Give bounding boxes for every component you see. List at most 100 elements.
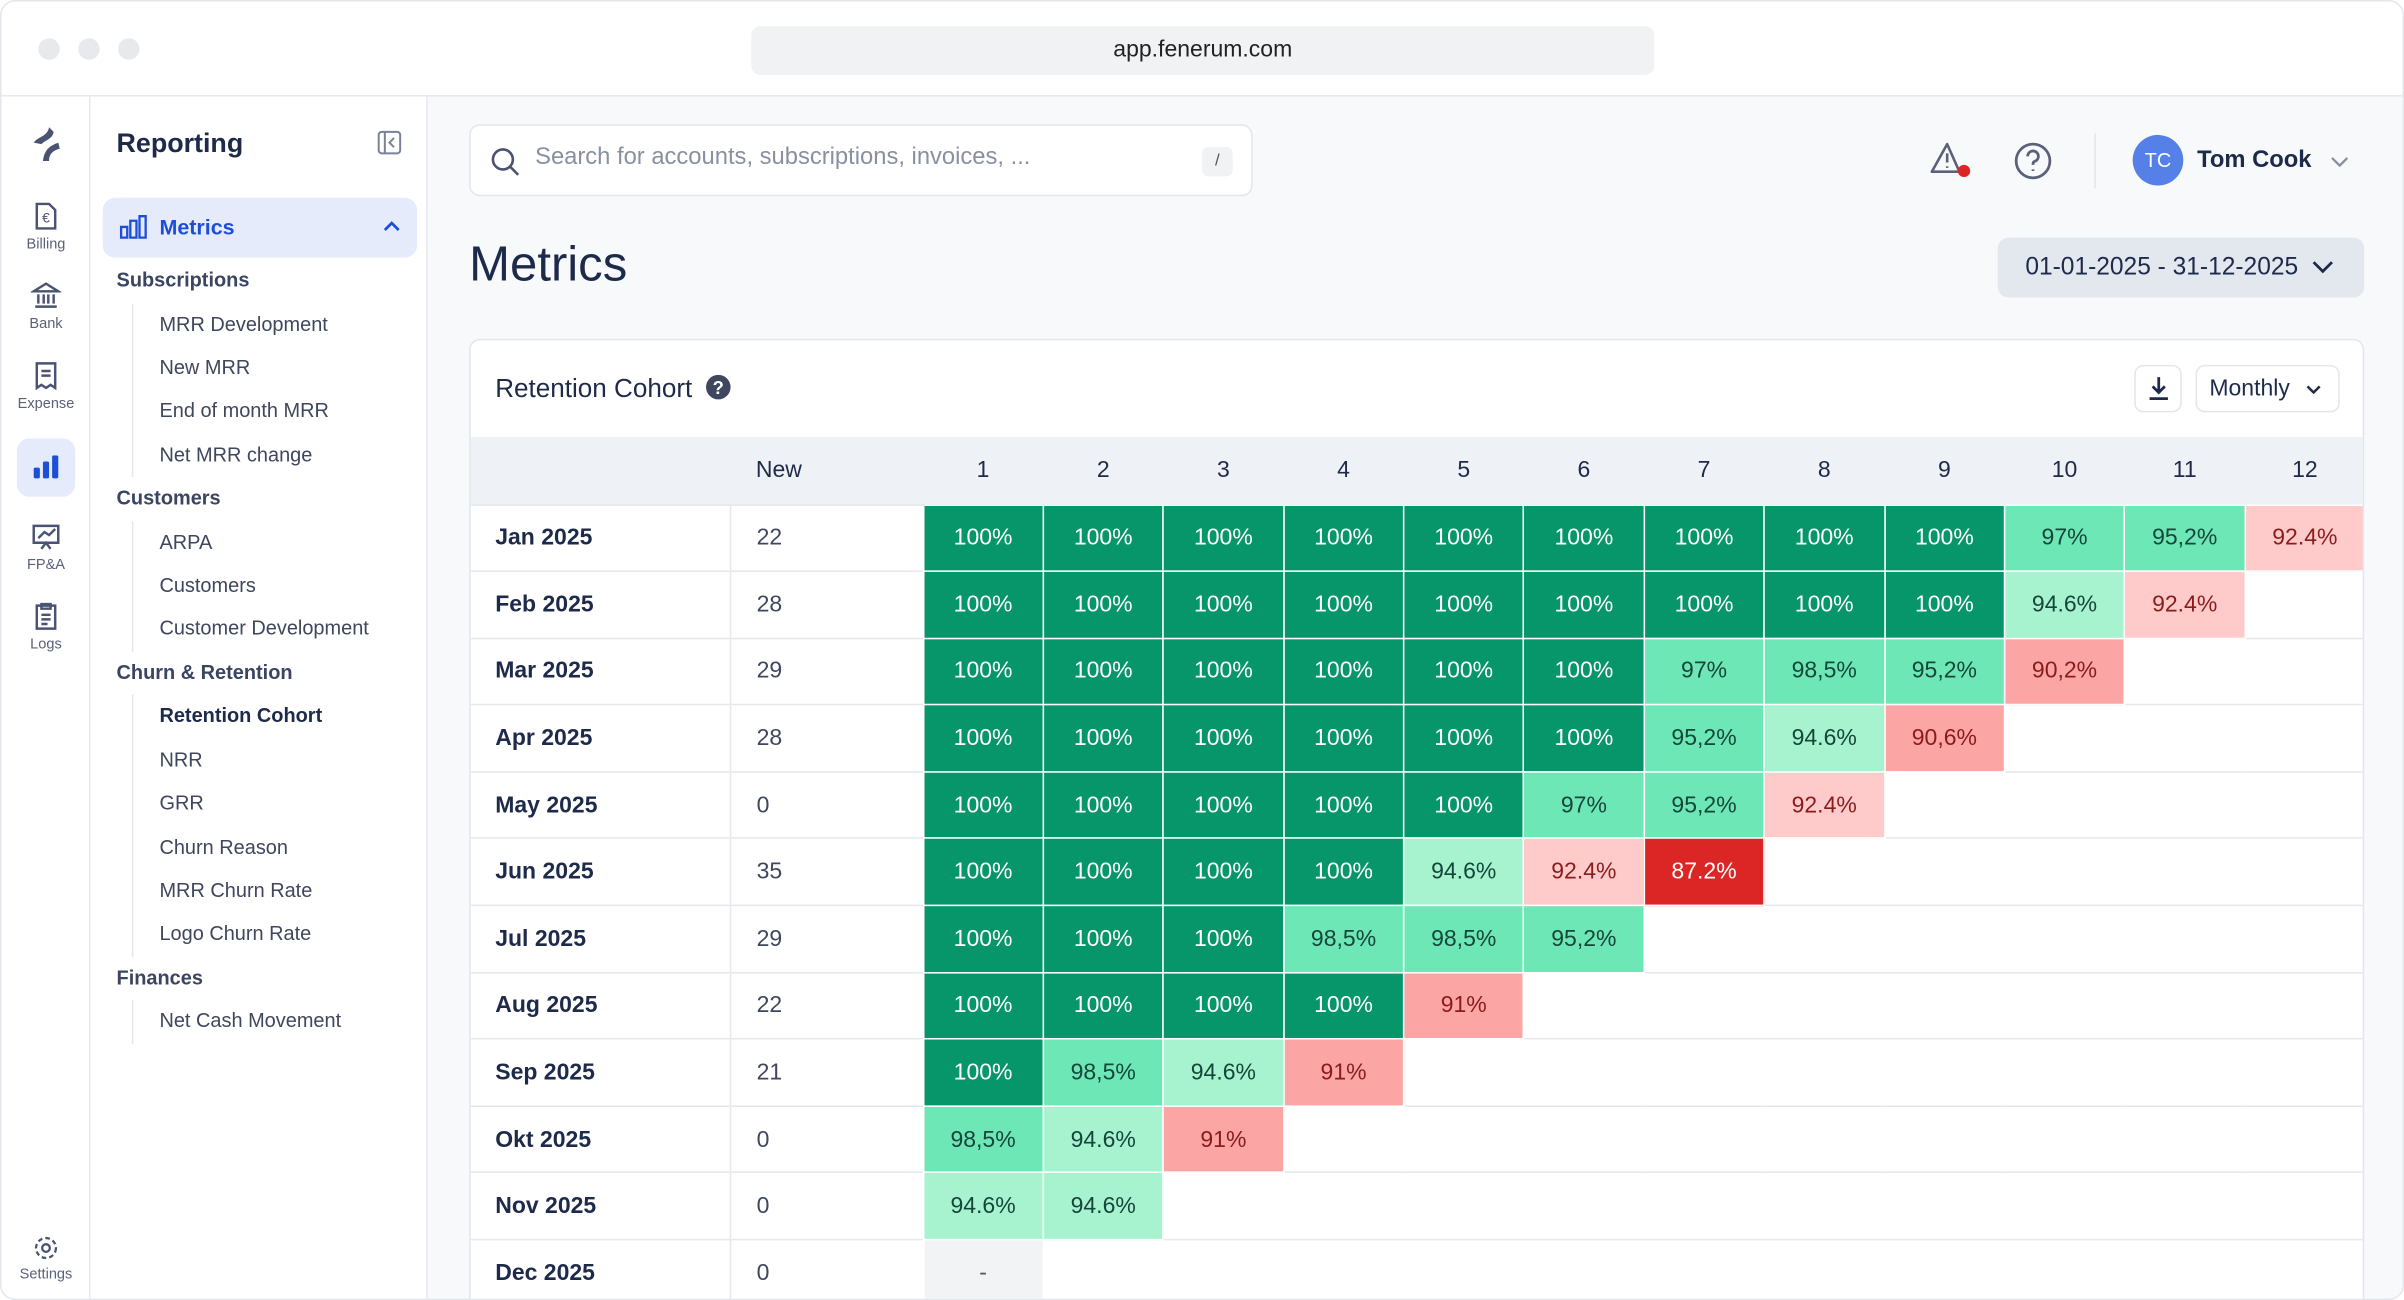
cohort-row: Apr 2025 28 100% 100% 100% 100% 100% 100% 95,2% 9… [470, 704, 2363, 773]
retention-cell: 97% [2003, 503, 2126, 573]
sidebar-item[interactable]: Retention Cohort [159, 704, 323, 728]
retention-cell: 100% [1282, 570, 1405, 639]
maximize-window-dot[interactable] [118, 38, 140, 60]
retention-cell: 95,2% [1523, 904, 1645, 974]
cohort-table: New 1 2 3 4 5 6 7 8 9 10 11 12 Jan 2025 22 100% 100% 100… [470, 436, 2363, 1299]
empty-cell [1764, 1238, 1885, 1299]
empty-cell [1884, 771, 2005, 839]
retention-cell: 100% [1042, 904, 1165, 974]
avatar: TC [2132, 134, 2184, 186]
retention-cell: 94.6% [1162, 1038, 1285, 1107]
sidebar-item[interactable]: ARPA [159, 529, 213, 553]
retention-cell: 100% [922, 837, 1044, 907]
sidebar-item[interactable]: Net Cash Movement [159, 1009, 342, 1033]
rail-bank[interactable]: Bank [2, 281, 91, 333]
retention-cell: 91% [1282, 1038, 1405, 1107]
retention-cell: 100% [1402, 704, 1525, 773]
date-range-picker[interactable]: 01-01-2025 - 31-12-2025 [1997, 237, 2365, 298]
retention-cell: 100% [1402, 771, 1525, 840]
retention-cell: 100% [922, 704, 1044, 773]
empty-cell [1884, 837, 2005, 906]
cohort-month: Apr 2025 [470, 704, 731, 772]
global-search[interactable]: / [469, 124, 1253, 197]
empty-cell [2124, 771, 2245, 839]
retention-cell: 100% [1162, 503, 1285, 573]
rail-reporting[interactable] [16, 438, 76, 497]
rail-billing[interactable]: € Billing [2, 201, 91, 253]
column-header: 4 [1283, 436, 1404, 505]
bar-chart-outline-icon [119, 215, 147, 239]
cohort-new-count: 0 [729, 1238, 923, 1299]
period-select[interactable]: Monthly [2195, 364, 2340, 413]
download-icon [2149, 377, 2168, 401]
retention-cell: 100% [1883, 503, 2006, 573]
sidebar-item[interactable]: End of month MRR [159, 399, 329, 423]
empty-cell [2124, 637, 2245, 705]
cohort-row: Nov 2025 0 94.6% 94.6% [470, 1172, 2363, 1241]
collapse-sidebar-icon[interactable] [377, 130, 402, 155]
retention-cohort-card: Retention Cohort ? Monthly New 1 2 3 4 5 6 7 8 9 1… [469, 338, 2365, 1299]
retention-cell: 97% [1643, 637, 1765, 706]
retention-cell: 95,2% [2123, 503, 2246, 573]
retention-cell: 100% [1402, 503, 1525, 573]
sidebar-item[interactable]: NRR [159, 747, 203, 771]
sidebar-item[interactable]: Customer Development [159, 616, 369, 640]
retention-cell: 90,6% [1883, 704, 2006, 773]
column-header: 11 [2124, 436, 2245, 505]
empty-cell [2004, 704, 2125, 772]
cohort-new-count: 22 [729, 503, 923, 572]
minimize-window-dot[interactable] [78, 38, 100, 60]
alert-triangle-icon[interactable] [1929, 141, 1972, 179]
cohort-new-count: 0 [729, 1172, 923, 1240]
retention-cell: 98,5% [1402, 904, 1525, 974]
retention-cell: 100% [1042, 503, 1165, 573]
cohort-new-count: 28 [729, 570, 923, 639]
retention-cell: 100% [1643, 503, 1765, 573]
retention-cell: 87.2% [1643, 837, 1765, 907]
column-header: 3 [1163, 436, 1284, 505]
empty-cell [2004, 837, 2125, 906]
retention-cell: 98,5% [1763, 637, 1886, 706]
rail-settings[interactable]: Settings [2, 1234, 91, 1283]
sidebar-item[interactable]: MRR Development [159, 312, 328, 336]
sidebar-item[interactable]: Customers [159, 573, 256, 597]
retention-cell: 95,2% [1883, 637, 2006, 706]
page-title: Metrics [469, 236, 628, 292]
sidebar-metrics-section[interactable]: Metrics [102, 197, 418, 258]
logo-icon[interactable] [2, 124, 91, 168]
retention-cell: 100% [1523, 503, 1645, 573]
svg-text:?: ? [713, 377, 724, 398]
sidebar-item[interactable]: Churn Reason [159, 834, 288, 858]
sidebar-item[interactable]: Net MRR change [159, 442, 313, 466]
sidebar-item[interactable]: New MRR [159, 355, 251, 379]
download-button[interactable] [2134, 364, 2182, 413]
retention-cell: 100% [1042, 570, 1165, 639]
cohort-new-count: 29 [729, 904, 923, 973]
cohort-row: Jan 2025 22 100% 100% 100% 100% 100% 100% 100% 10… [470, 503, 2363, 573]
cohort-month: Aug 2025 [470, 971, 731, 1040]
sidebar-item[interactable]: MRR Churn Rate [159, 878, 313, 902]
search-input[interactable] [535, 144, 1180, 172]
close-window-dot[interactable] [38, 38, 60, 60]
help-icon[interactable] [2013, 141, 2053, 181]
column-header: 2 [1043, 436, 1164, 505]
bar-chart-icon [33, 455, 59, 479]
rail-expense[interactable]: Expense [2, 360, 91, 412]
retention-cell: 100% [1162, 771, 1285, 840]
nav-guide-line [131, 694, 134, 957]
sidebar-item[interactable]: GRR [159, 791, 204, 815]
retention-cell: 100% [922, 1038, 1044, 1107]
retention-cell: 97% [1523, 771, 1645, 840]
rail-fpa[interactable]: FP&A [2, 521, 91, 573]
empty-cell [1523, 971, 1644, 1040]
sidebar-item[interactable]: Logo Churn Rate [159, 921, 312, 945]
search-shortcut-hint: / [1202, 147, 1233, 177]
rail-logs[interactable]: Logs [2, 601, 91, 653]
retention-cell: 98,5% [1282, 904, 1405, 974]
retention-cell: 100% [1282, 503, 1405, 573]
retention-cell: 100% [1162, 837, 1285, 907]
chevron-up-icon[interactable] [383, 221, 400, 232]
help-circle-icon[interactable]: ? [706, 374, 732, 400]
address-bar[interactable]: app.fenerum.com [751, 26, 1655, 76]
retention-cell: 98,5% [922, 1105, 1044, 1174]
